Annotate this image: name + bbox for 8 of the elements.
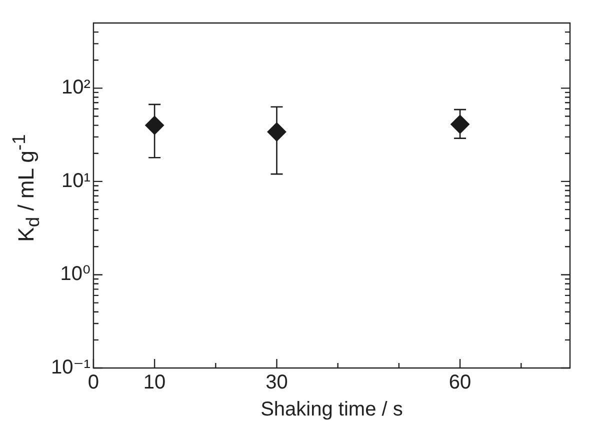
x-tick-label: 0 bbox=[88, 372, 100, 394]
x-tick-label: 10 bbox=[143, 372, 166, 394]
x-axis-title: Shaking time / s bbox=[260, 398, 403, 421]
x-tick-label: 60 bbox=[448, 372, 472, 394]
y-tick-label: 10¹ bbox=[62, 170, 91, 192]
x-tick-label: 30 bbox=[266, 372, 288, 394]
y-tick-label: 10⁰ bbox=[60, 263, 90, 286]
y-tick-label: 10² bbox=[62, 76, 91, 99]
